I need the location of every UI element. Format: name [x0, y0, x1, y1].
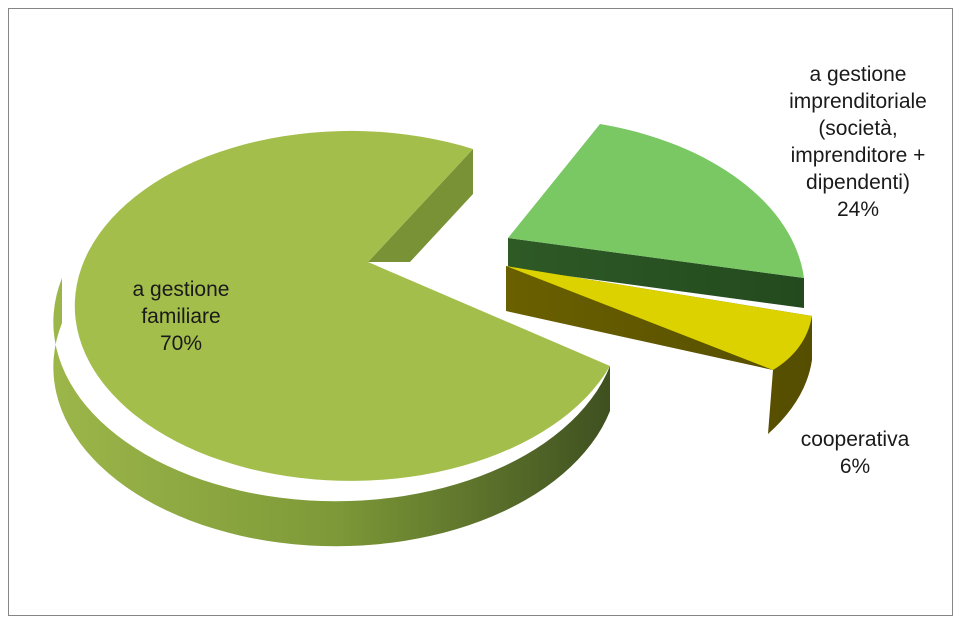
label-percent: 70% [159, 332, 203, 355]
data-label-familiare: a gestione familiare 70% [96, 276, 266, 357]
slice-a-gestione-imprenditoriale [508, 124, 804, 308]
label-percent: 6% [839, 455, 871, 478]
slice-top-cooperativa [506, 266, 812, 370]
label-line: imprenditore + [790, 144, 926, 167]
data-label-imprenditoriale: a gestione imprenditoriale (società, imp… [763, 61, 953, 223]
slice-cooperativa [506, 266, 812, 434]
slice-top-imprenditoriale [508, 124, 804, 278]
label-line: a gestione [132, 278, 230, 301]
label-line: imprenditoriale [789, 90, 927, 113]
slice-top-familiare [74, 130, 611, 481]
label-line: dipendenti) [806, 171, 910, 194]
label-percent: 24% [836, 198, 880, 221]
label-line: familiare [141, 305, 221, 328]
label-line: (società, [818, 117, 898, 140]
slice-side-familiare [53, 278, 611, 547]
label-line: cooperativa [800, 428, 910, 451]
slice-a-gestione-familiare [53, 130, 611, 547]
data-label-cooperativa: cooperativa 6% [780, 426, 930, 480]
label-line: a gestione [809, 63, 907, 86]
slice-side-imprenditoriale [508, 238, 804, 308]
